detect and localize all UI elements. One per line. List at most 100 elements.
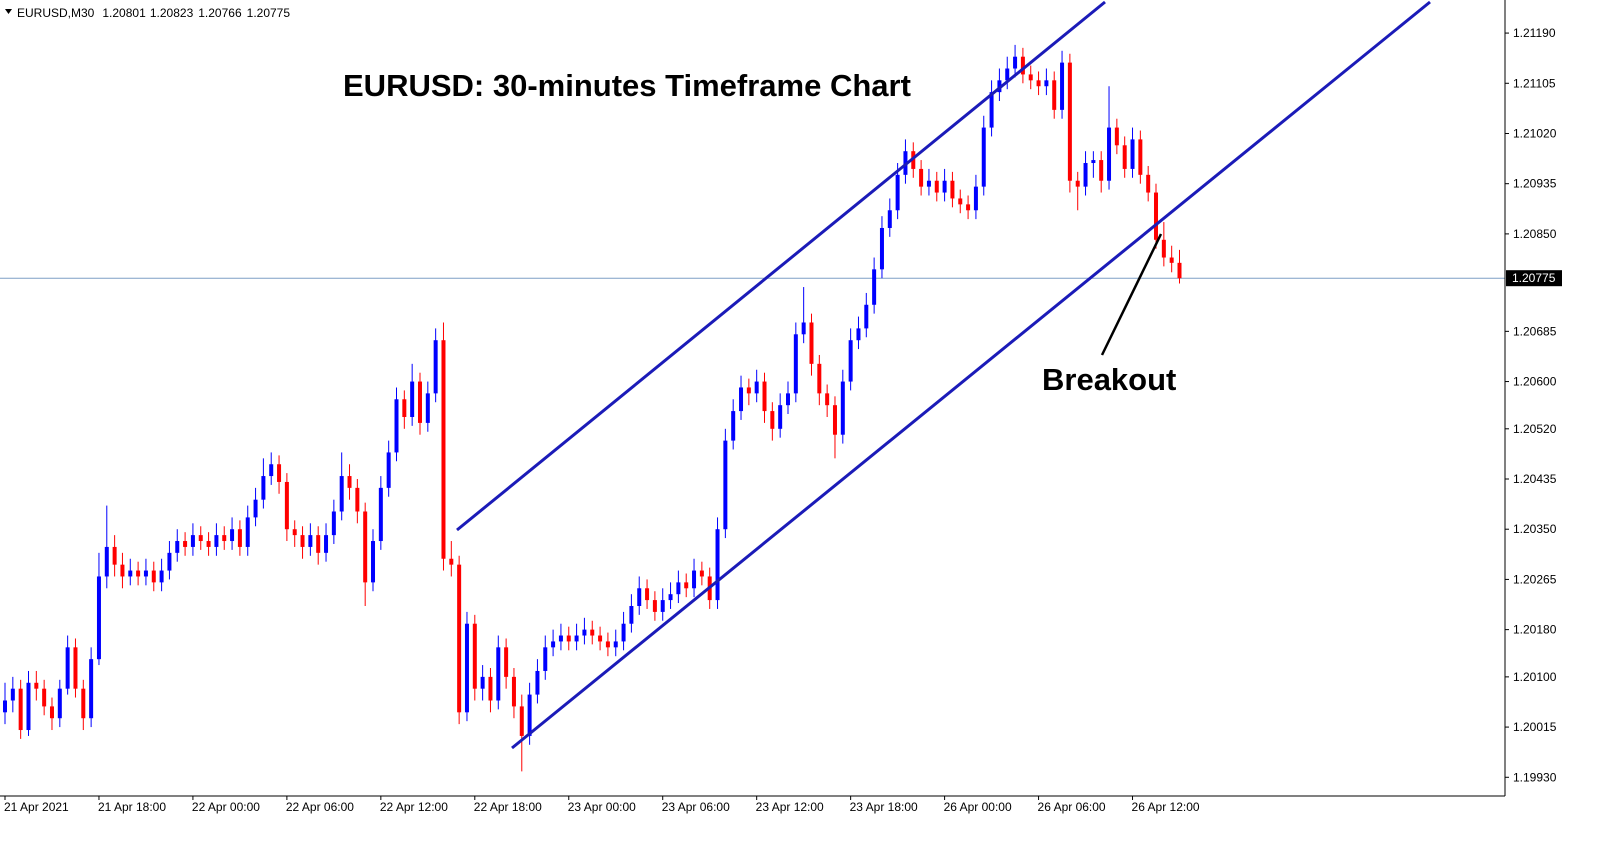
x-tick-label: 26 Apr 12:00	[1132, 800, 1200, 814]
y-tick-label: 1.20520	[1513, 422, 1557, 436]
close: 1.20775	[247, 6, 291, 20]
x-tick-label: 26 Apr 00:00	[944, 800, 1012, 814]
candle-body	[817, 363, 822, 394]
y-tick-label: 1.20015	[1513, 720, 1557, 734]
candles	[3, 44, 1182, 772]
candle-body	[89, 659, 94, 719]
candle-body	[754, 381, 759, 394]
candle-body	[206, 541, 211, 547]
candle-body	[942, 180, 947, 193]
candle-body	[3, 700, 7, 713]
header: EURUSD,M30 1.20801 1.20823 1.20766 1.20775	[17, 6, 290, 20]
candle-body	[1177, 262, 1182, 279]
candle-body	[214, 535, 219, 547]
candle-body	[136, 570, 141, 577]
candle-body	[394, 399, 399, 453]
candle-body	[551, 641, 556, 648]
x-tick-label: 22 Apr 06:00	[286, 800, 354, 814]
candle-body	[73, 647, 78, 689]
candle-body	[621, 623, 626, 642]
candle-body	[464, 623, 469, 713]
candle-body	[480, 676, 485, 689]
candle-body	[1122, 145, 1127, 169]
candle-body	[269, 464, 274, 477]
y-tick-label: 1.20850	[1513, 227, 1557, 241]
symbol: EURUSD,M30	[17, 6, 95, 20]
price-label: 1.20775	[1512, 271, 1556, 285]
candle-body	[324, 535, 329, 553]
candle-body	[848, 340, 853, 382]
candle-body	[699, 570, 704, 577]
y-tick-label: 1.20265	[1513, 572, 1557, 586]
candle-body	[598, 635, 603, 642]
candle-body	[879, 227, 884, 270]
y-tick-label: 1.20100	[1513, 670, 1557, 684]
candle-body	[10, 688, 15, 701]
candle-body	[402, 399, 407, 417]
candle-body	[175, 541, 180, 553]
candle-body	[660, 600, 665, 612]
candle-body	[629, 605, 634, 624]
candle-body	[605, 641, 610, 648]
x-tick-label: 21 Apr 2021	[4, 800, 69, 814]
candle-body	[34, 682, 39, 689]
candle-body	[472, 623, 477, 689]
candle-body	[582, 629, 587, 636]
candle-body	[261, 476, 266, 500]
candle-body	[832, 405, 837, 435]
candle-body	[441, 340, 446, 559]
candle-body	[958, 198, 963, 205]
candle-body	[1060, 62, 1065, 110]
candle-body	[543, 647, 548, 671]
annotation-arrow	[1100, 233, 1163, 356]
candle-body	[527, 694, 532, 736]
candle-body	[864, 304, 869, 329]
open: 1.20801	[102, 6, 146, 20]
candle-body	[308, 535, 313, 547]
x-tick-label: 26 Apr 06:00	[1038, 800, 1106, 814]
candle-body	[590, 629, 595, 636]
y-tick-label: 1.20350	[1513, 522, 1557, 536]
candle-body	[277, 464, 282, 482]
candle-body	[895, 174, 900, 211]
candle-body	[825, 393, 830, 406]
candle-body	[222, 535, 227, 542]
candle-body	[292, 529, 297, 536]
y-tick-label: 1.20685	[1513, 324, 1557, 338]
candle-body	[104, 546, 109, 577]
candle-body	[449, 558, 454, 565]
candle-body	[989, 92, 994, 128]
candle-body	[746, 387, 751, 394]
candle-body	[167, 552, 172, 571]
candle-body	[496, 647, 501, 701]
candle-body	[1036, 80, 1041, 87]
candle-body	[934, 180, 939, 193]
candle-body	[433, 340, 438, 394]
candle-body	[190, 535, 195, 547]
candle-body	[1005, 68, 1010, 81]
chart-title: EURUSD: 30-minutes Timeframe Chart	[343, 68, 911, 103]
candle-body	[739, 387, 744, 412]
candle-body	[410, 381, 415, 417]
candle-body	[253, 499, 258, 518]
candle-body	[676, 582, 681, 595]
x-tick-label: 23 Apr 18:00	[850, 800, 918, 814]
candle-body	[57, 688, 62, 719]
candle-body	[535, 670, 540, 695]
candle-body	[723, 440, 728, 530]
y-tick-label: 1.20935	[1513, 177, 1557, 191]
candle-body	[1013, 56, 1018, 69]
candle-body	[245, 517, 250, 547]
x-tick-label: 22 Apr 12:00	[380, 800, 448, 814]
candle-body	[950, 180, 955, 199]
candle-body	[973, 186, 978, 211]
candle-body	[1052, 80, 1057, 110]
x-tick-label: 23 Apr 06:00	[662, 800, 730, 814]
candle-body	[786, 393, 790, 406]
candle-body	[637, 588, 642, 606]
candle-body	[120, 564, 125, 577]
candle-body	[511, 676, 516, 707]
low: 1.20766	[198, 6, 242, 20]
